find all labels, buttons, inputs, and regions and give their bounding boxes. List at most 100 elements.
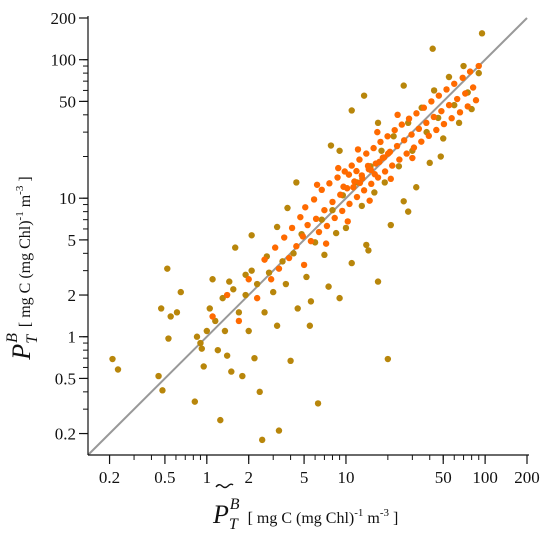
data-point — [408, 131, 415, 138]
data-point — [387, 221, 394, 229]
data-point — [334, 174, 341, 181]
data-point — [253, 294, 261, 302]
y-tick-label: 10 — [59, 189, 76, 208]
data-point — [371, 171, 378, 178]
data-point — [371, 189, 378, 196]
data-point — [318, 216, 325, 223]
y-tick-label: 5 — [68, 231, 77, 250]
data-point — [440, 135, 447, 142]
data-point — [310, 196, 318, 203]
reference-line-layer — [87, 17, 528, 456]
data-point — [273, 322, 281, 329]
data-point — [329, 206, 336, 214]
data-point — [315, 228, 323, 236]
data-point — [400, 198, 407, 205]
data-point — [342, 224, 350, 232]
data-point — [177, 288, 184, 296]
data-point — [440, 120, 448, 128]
data-point — [230, 286, 237, 293]
data-point — [226, 278, 233, 285]
data-point — [453, 95, 461, 103]
data-point — [353, 167, 360, 175]
x-tick-label: 2 — [244, 468, 253, 487]
data-point — [403, 150, 410, 157]
y-tick-label: 200 — [51, 9, 77, 28]
data-points-layer — [109, 30, 486, 444]
data-point — [429, 45, 436, 52]
x-tick-label: 10 — [337, 468, 354, 487]
data-point — [344, 218, 351, 225]
data-point — [425, 132, 433, 140]
data-point — [209, 313, 216, 320]
data-point — [472, 97, 480, 104]
data-point — [336, 294, 343, 302]
data-point — [410, 144, 418, 151]
data-point — [200, 363, 207, 370]
data-point — [348, 107, 355, 114]
x-axis-title: PTB [ mg C (mg Chl)-1 m-3] — [212, 483, 398, 533]
data-point — [288, 224, 296, 232]
x-axis-units-pre: [ mg C (mg Chl) — [248, 510, 355, 527]
data-point — [239, 372, 246, 380]
data-point — [437, 153, 444, 160]
data-point — [404, 208, 412, 215]
data-point — [356, 156, 363, 163]
data-point — [340, 183, 347, 190]
data-point — [381, 168, 389, 175]
data-point — [405, 115, 413, 122]
data-point — [331, 214, 338, 222]
x-tick-label: 0.5 — [154, 468, 175, 487]
data-point — [253, 280, 261, 288]
data-point — [398, 121, 406, 128]
data-point — [380, 154, 388, 161]
data-point — [109, 355, 116, 363]
data-point — [235, 317, 243, 325]
y-axis-units-exp2: -3 — [14, 185, 26, 195]
data-point — [353, 193, 361, 201]
ticks-layer: 0.2 0.5 1 2 5 10 50 100 200 0.2 0.5 1 2 5 10 50 100 200 — [51, 9, 540, 487]
data-point — [303, 273, 310, 281]
data-point — [165, 335, 172, 342]
data-point — [475, 62, 482, 70]
data-point — [348, 162, 355, 169]
data-point — [273, 223, 281, 231]
data-point — [321, 251, 328, 259]
data-point — [478, 30, 486, 37]
data-point — [374, 128, 381, 136]
data-point — [271, 244, 279, 251]
data-point — [287, 357, 294, 365]
data-point — [284, 204, 291, 212]
data-point — [366, 197, 373, 204]
data-point — [400, 82, 407, 89]
x-tick-label: 5 — [300, 468, 309, 487]
data-point — [395, 163, 403, 170]
data-point — [337, 191, 344, 198]
x-axis-title-main: P — [212, 500, 229, 529]
data-point — [469, 84, 477, 91]
data-point — [302, 204, 309, 211]
data-point — [232, 244, 239, 251]
axes-layer — [87, 16, 529, 456]
data-point — [433, 126, 440, 134]
data-point — [155, 372, 162, 380]
data-point — [157, 305, 165, 312]
data-point — [445, 73, 453, 81]
y-tick-label: 2 — [68, 286, 77, 305]
data-point — [426, 159, 433, 167]
data-point — [409, 154, 416, 162]
data-point — [423, 119, 430, 127]
y-tick-label: 0.2 — [55, 425, 76, 444]
data-point — [368, 180, 375, 188]
data-point — [318, 186, 325, 194]
data-point — [430, 87, 438, 94]
x-axis-title-sub: T — [229, 516, 239, 533]
data-point — [420, 104, 428, 111]
x-tick-label: 200 — [514, 468, 540, 487]
y-axis-units-mid: m — [17, 194, 34, 211]
data-point — [221, 327, 229, 335]
data-point — [394, 111, 401, 119]
data-point — [363, 150, 370, 157]
data-point — [325, 283, 332, 290]
data-point — [245, 327, 252, 335]
y-axis-title: PTB [ mg C (mg Chl)-1 m-3] — [4, 176, 41, 360]
